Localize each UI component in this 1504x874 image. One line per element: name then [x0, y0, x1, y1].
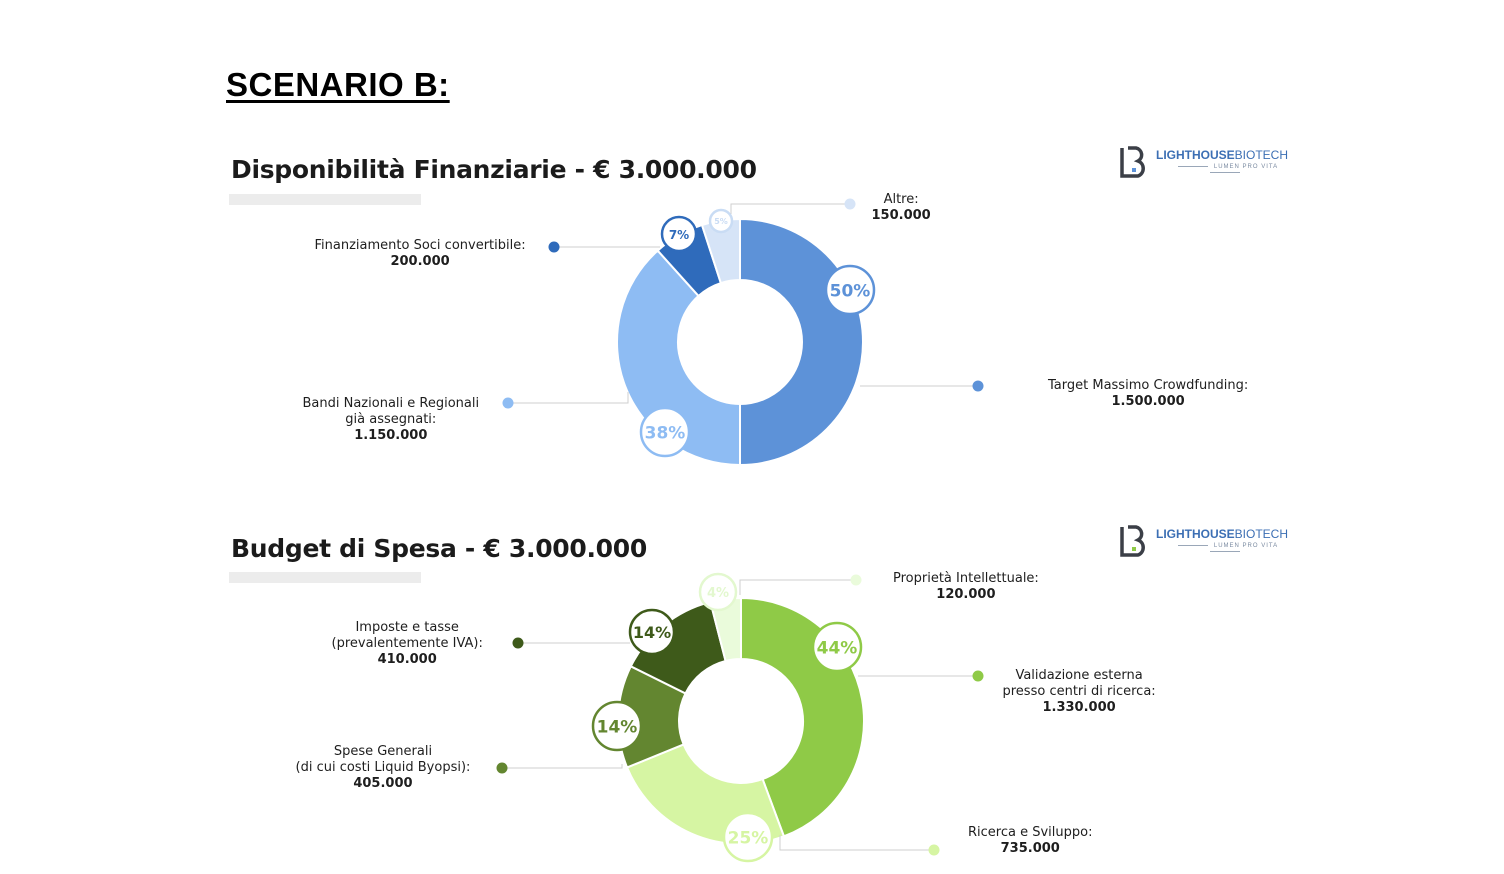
slice-label-name: (prevalentemente IVA): — [331, 636, 483, 651]
slice-label-value: 150.000 — [871, 208, 931, 223]
percent-badge — [591, 700, 643, 752]
slice-label-name: già assegnati: — [345, 412, 437, 427]
slice-label-name: Altre: — [883, 192, 919, 207]
slice-label-value: 200.000 — [390, 254, 450, 269]
percent-badge — [698, 572, 738, 612]
company-logo: LIGHTHOUSEBIOTECH LUMEN PRO VITA — [1118, 146, 1298, 180]
percent-label: 4% — [707, 586, 729, 601]
connector-line — [730, 203, 850, 214]
logo-brand: LIGHTHOUSEBIOTECH — [1156, 148, 1289, 162]
slice-label: Spese Generali (di cui costi Liquid Byops… — [296, 744, 471, 792]
legend-dot — [844, 198, 856, 210]
slice-label-name: Imposte e tasse — [355, 620, 459, 635]
percent-label: 38% — [645, 424, 686, 444]
slice-label-name: (di cui costi Liquid Byopsi): — [295, 760, 471, 775]
slice-label-value: 1.500.000 — [1111, 394, 1185, 409]
legend-dot — [972, 670, 984, 682]
slice-label-value: 1.150.000 — [354, 428, 428, 443]
logo-brand: LIGHTHOUSEBIOTECH — [1156, 527, 1289, 541]
slice-label-name: presso centri di ricerca: — [1002, 684, 1156, 699]
slice-label: Proprietà Intellettuale: 120.000 — [893, 571, 1039, 603]
slice-label-name: Target Massimo Crowdfunding: — [1048, 378, 1249, 393]
percent-label: 14% — [633, 623, 671, 642]
percent-badge — [811, 621, 863, 673]
legend-dot — [972, 380, 984, 392]
slice-label: Bandi Nazionali e Regionali già assegnati… — [303, 396, 480, 444]
slice-label: Imposte e tasse (prevalentemente IVA): 410… — [332, 620, 483, 668]
legend-dot — [512, 637, 524, 649]
slice-label-name: Spese Generali — [333, 744, 433, 759]
slice-label-name: Bandi Nazionali e Regionali — [302, 396, 480, 411]
connector-line — [739, 579, 856, 595]
chart-title-finanziarie: Disponibilità Finanziarie - € 3.000.000 — [231, 155, 757, 184]
title-underline-bar — [229, 194, 421, 205]
slice-label-value: 735.000 — [1000, 841, 1060, 856]
slice-label-name: Validazione esterna — [1015, 668, 1143, 683]
slice-label-value: 410.000 — [377, 652, 437, 667]
legend-dot — [850, 574, 862, 586]
percent-badge — [639, 406, 691, 458]
slice-label: Finanziamento Soci convertibile: 200.000 — [315, 238, 526, 270]
donut-slice-0-0 — [739, 217, 864, 467]
logo-mark-icon — [1120, 525, 1145, 557]
logo-tagline: LUMEN PRO VITA — [1156, 164, 1294, 176]
slice-label: Ricerca e Sviluppo: 735.000 — [968, 825, 1092, 857]
connector-line — [502, 764, 623, 769]
slice-label: Altre: 150.000 — [872, 192, 931, 224]
slice-label: Target Massimo Crowdfunding: 1.500.000 — [1048, 378, 1248, 410]
percent-label: 14% — [597, 718, 638, 738]
logo-mark-icon — [1120, 146, 1145, 178]
slice-label-name: Finanziamento Soci convertibile: — [314, 238, 526, 253]
percent-badge — [722, 811, 774, 863]
chart-title-budget: Budget di Spesa - € 3.000.000 — [231, 534, 647, 563]
percent-badge — [628, 608, 676, 656]
legend-dot — [548, 241, 560, 253]
legend-dot — [502, 397, 514, 409]
title-underline-bar — [229, 572, 421, 583]
percent-badge — [824, 264, 876, 316]
legend-dot — [928, 844, 940, 856]
percent-label: 25% — [728, 829, 769, 849]
slice-label-value: 1.330.000 — [1042, 700, 1116, 715]
slice-label: Validazione esterna presso centri di rice… — [1003, 668, 1156, 716]
company-logo: LIGHTHOUSEBIOTECH LUMEN PRO VITA — [1118, 525, 1298, 559]
legend-dot — [496, 762, 508, 774]
connector-line — [508, 392, 629, 404]
logo-tagline: LUMEN PRO VITA — [1156, 543, 1294, 555]
percent-label: 5% — [714, 217, 728, 226]
connector-line — [779, 835, 934, 851]
percent-badge — [708, 208, 734, 234]
percent-label: 44% — [817, 639, 858, 659]
slice-label-value: 120.000 — [936, 587, 996, 602]
slice-label-name: Proprietà Intellettuale: — [893, 571, 1039, 586]
slice-label-value: 405.000 — [353, 776, 413, 791]
percent-label: 7% — [669, 228, 689, 242]
slice-label-name: Ricerca e Sviluppo: — [968, 825, 1093, 840]
percent-label: 50% — [830, 282, 871, 302]
page-title: SCENARIO B: — [226, 66, 450, 103]
percent-badge — [660, 215, 698, 253]
